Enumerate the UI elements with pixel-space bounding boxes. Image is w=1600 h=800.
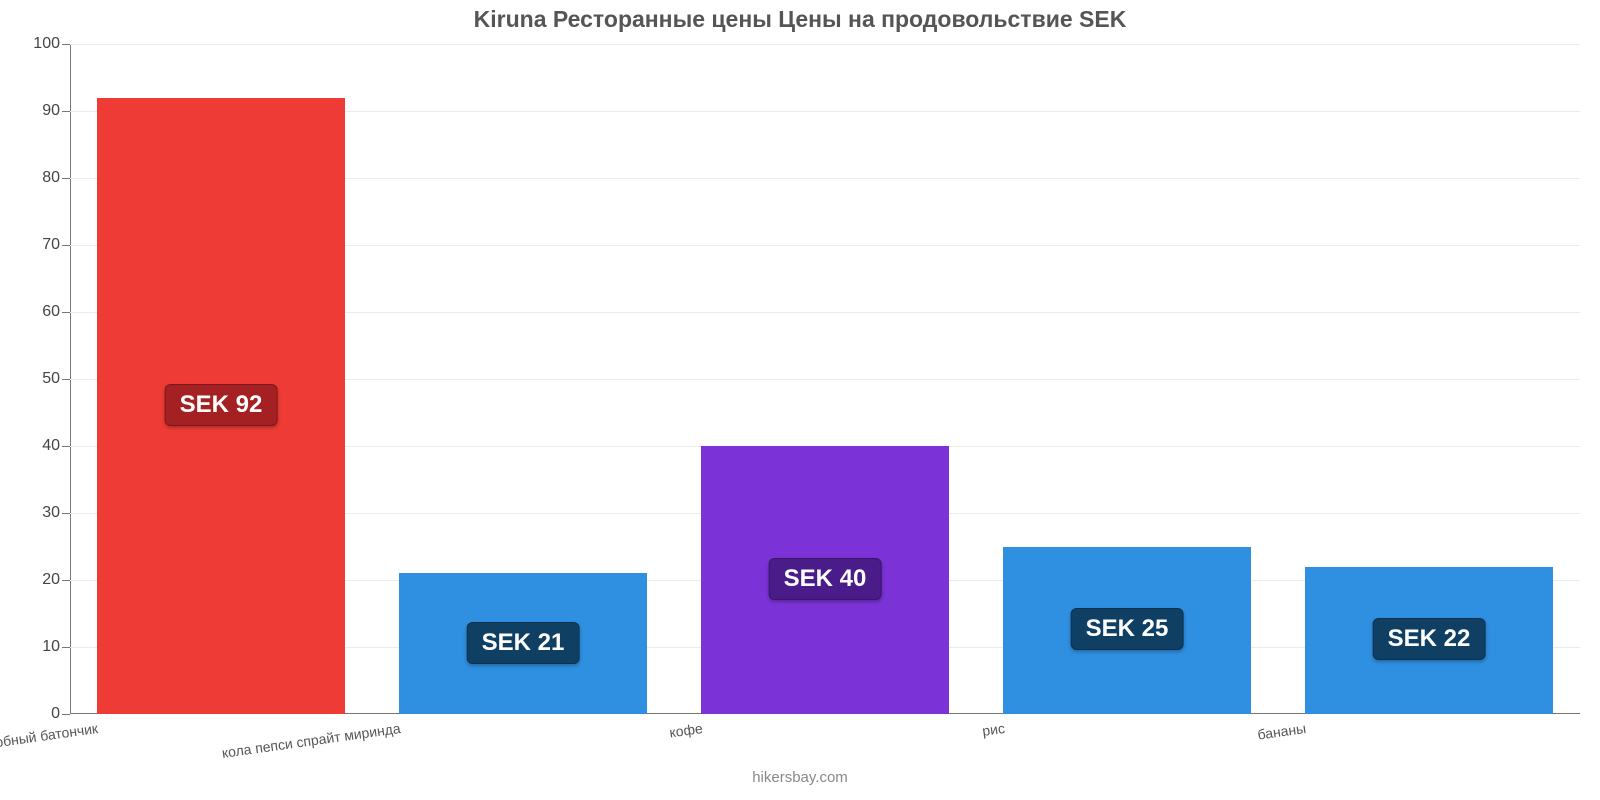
grid-line (70, 44, 1580, 45)
y-tick (62, 245, 70, 246)
x-tick-label: бананы (1257, 720, 1308, 743)
y-tick-label: 100 (15, 35, 60, 53)
y-tick-label: 60 (15, 303, 60, 321)
x-tick-label: рис (981, 720, 1006, 739)
y-tick-label: 70 (15, 236, 60, 254)
value-badge: SEK 22 (1373, 618, 1486, 660)
y-tick-label: 80 (15, 169, 60, 187)
y-tick (62, 580, 70, 581)
y-tick-label: 40 (15, 437, 60, 455)
y-tick-label: 30 (15, 504, 60, 522)
plot-area: 0102030405060708090100SEK 92mac burger k… (70, 44, 1580, 714)
y-tick (62, 379, 70, 380)
value-badge: SEK 21 (467, 622, 580, 664)
y-tick-label: 90 (15, 102, 60, 120)
y-tick (62, 178, 70, 179)
y-tick (62, 312, 70, 313)
y-tick-label: 0 (15, 705, 60, 723)
value-badge: SEK 25 (1071, 608, 1184, 650)
x-tick-label: mac burger king или подобный батончик (0, 720, 99, 772)
y-tick (62, 647, 70, 648)
x-tick-label: кола пепси спрайт миринда (221, 720, 402, 761)
y-tick-label: 50 (15, 370, 60, 388)
value-badge: SEK 40 (769, 558, 882, 600)
y-tick (62, 714, 70, 715)
y-tick (62, 44, 70, 45)
value-badge: SEK 92 (165, 384, 278, 426)
footnote: hikersbay.com (0, 769, 1600, 786)
y-tick-label: 10 (15, 638, 60, 656)
y-tick-label: 20 (15, 571, 60, 589)
x-tick-label: кофе (668, 720, 703, 740)
chart-title: Kiruna Ресторанные цены Цены на продовол… (0, 6, 1600, 33)
bar-chart: Kiruna Ресторанные цены Цены на продовол… (0, 0, 1600, 800)
y-tick (62, 446, 70, 447)
y-tick (62, 513, 70, 514)
y-tick (62, 111, 70, 112)
